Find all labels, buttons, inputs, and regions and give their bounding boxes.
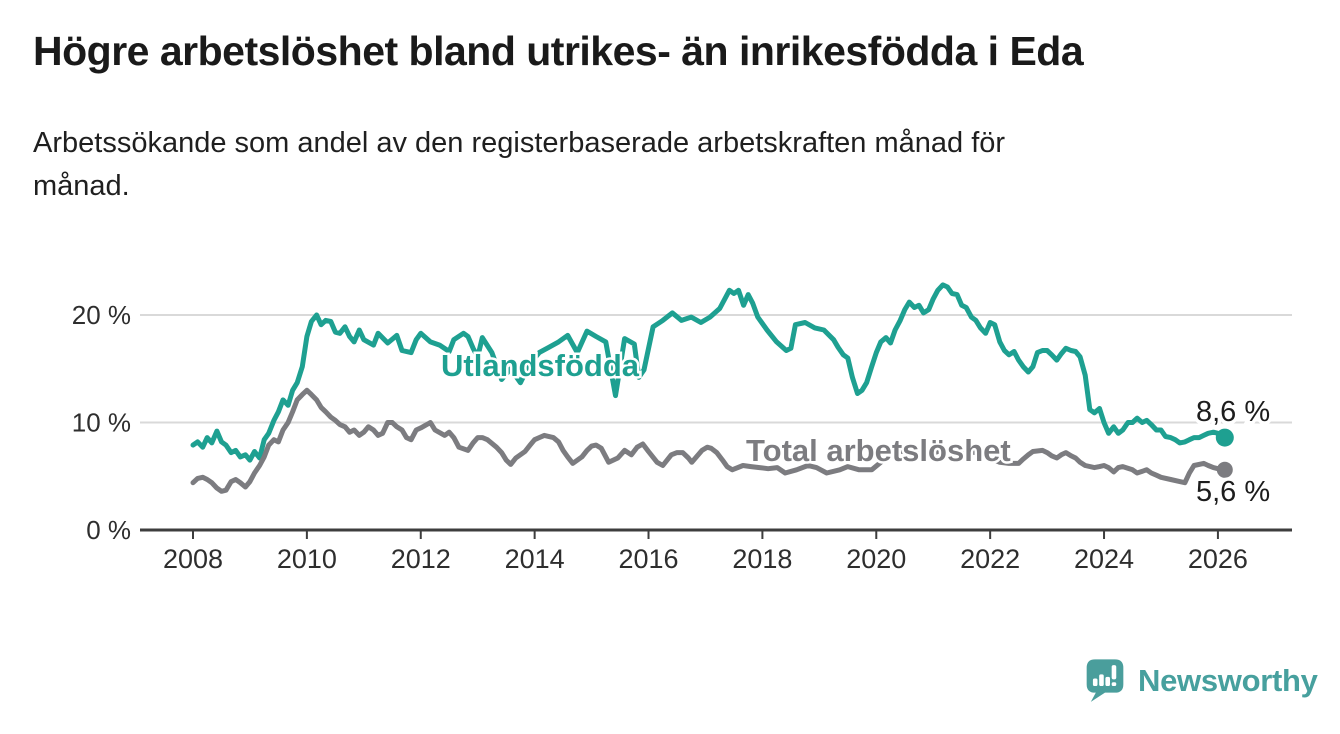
subtitle-line-2: månad.	[33, 169, 130, 202]
newsworthy-logo-text: Newsworthy	[1138, 663, 1318, 698]
utlandsfodda-end-dot	[1215, 428, 1234, 447]
line-chart: 2008 2010 2012 2014 2016 2018 2020 2022 2024 2026…	[72, 282, 1292, 574]
utlandsfodda-line	[190, 282, 1228, 463]
x-tick-label: 2016	[618, 544, 678, 574]
x-tick-label: 2026	[1188, 544, 1248, 574]
utlandsfodda-series-label: Utlandsfödda	[441, 348, 640, 383]
y-tick-label: 20 %	[72, 300, 131, 330]
chart-subtitle: Arbetssökande som andel av den registerb…	[33, 122, 1005, 208]
x-tick-label: 2008	[163, 544, 223, 574]
logo-exclamation-dot	[1111, 682, 1117, 686]
chart-title: Högre arbetslöshet bland utrikes- än inr…	[33, 28, 1084, 74]
x-tick-label: 2020	[846, 544, 906, 574]
x-tick-label: 2014	[505, 544, 565, 574]
x-tick-label: 2010	[277, 544, 337, 574]
x-tick-label: 2024	[1074, 544, 1134, 574]
total-line	[190, 387, 1228, 494]
logo-bar-2	[1099, 674, 1104, 686]
y-tick-label: 0 %	[86, 515, 131, 545]
x-tick-label: 2018	[732, 544, 792, 574]
utlandsfodda-end-value-label: 8,6 %	[1196, 396, 1270, 428]
logo-bubble-shape	[1086, 659, 1124, 702]
x-tick-label: 2012	[391, 544, 451, 574]
total-end-value-label: 5,6 %	[1196, 476, 1270, 508]
logo-bar-1	[1092, 678, 1098, 686]
logo-exclamation-bar	[1111, 665, 1117, 680]
y-tick-label: 10 %	[72, 408, 131, 438]
total-end-dot	[1216, 461, 1233, 478]
newsworthy-logo: Newsworthy	[1085, 655, 1318, 707]
logo-bar-3	[1105, 676, 1110, 686]
total-series-label: Total arbetslöshet	[746, 433, 1011, 468]
subtitle-line-1: Arbetssökande som andel av den registerb…	[33, 127, 1006, 159]
x-tick-label: 2022	[960, 544, 1020, 574]
newsworthy-logo-icon	[1086, 659, 1124, 702]
